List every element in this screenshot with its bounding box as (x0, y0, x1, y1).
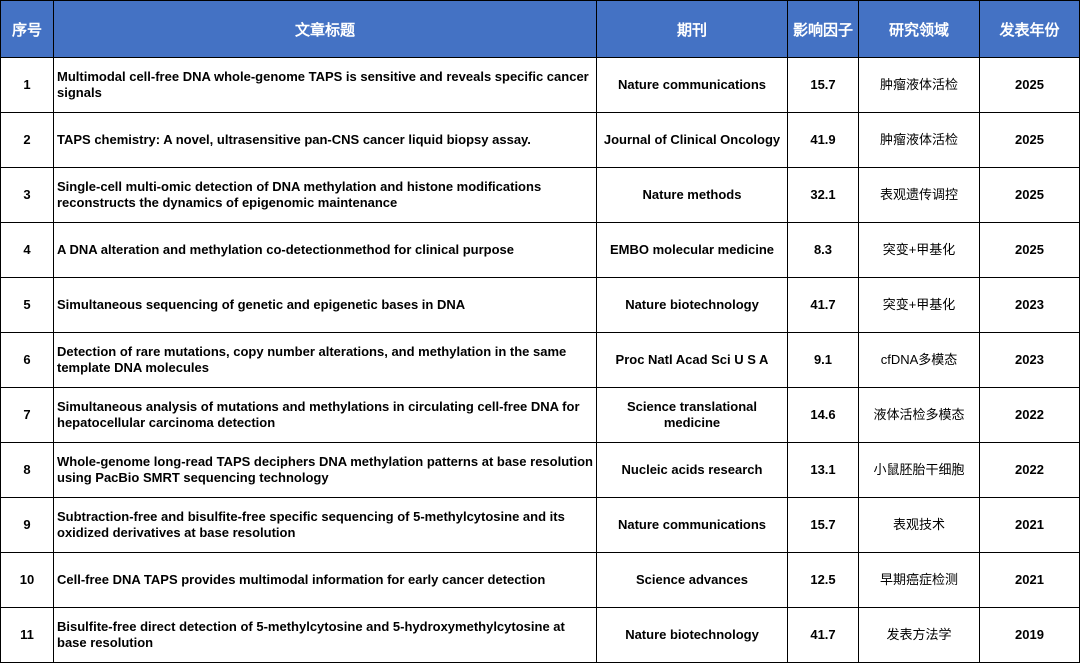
cell-journal: Science translational medicine (596, 387, 788, 443)
cell-research-field: 肿瘤液体活检 (858, 57, 980, 113)
cell-title: Bisulfite-free direct detection of 5-met… (53, 607, 597, 663)
cell-year: 2025 (979, 222, 1080, 278)
table-row: 6 Detection of rare mutations, copy numbe… (0, 332, 1080, 388)
cell-journal: Proc Natl Acad Sci U S A (596, 332, 788, 388)
cell-impact-factor: 32.1 (787, 167, 859, 223)
table-row: 10 Cell-free DNA TAPS provides multimodal… (0, 552, 1080, 608)
cell-year: 2022 (979, 442, 1080, 498)
cell-number: 3 (0, 167, 54, 223)
cell-research-field: 液体活检多模态 (858, 387, 980, 443)
cell-title: Single-cell multi-omic detection of DNA … (53, 167, 597, 223)
table-row: 8 Whole-genome long-read TAPS deciphers D… (0, 442, 1080, 498)
header-research-field: 研究领域 (858, 0, 980, 58)
header-year: 发表年份 (979, 0, 1080, 58)
cell-year: 2021 (979, 497, 1080, 553)
cell-research-field: 表观遗传调控 (858, 167, 980, 223)
cell-impact-factor: 9.1 (787, 332, 859, 388)
cell-research-field: 小鼠胚胎干细胞 (858, 442, 980, 498)
cell-number: 10 (0, 552, 54, 608)
cell-title: Simultaneous analysis of mutations and m… (53, 387, 597, 443)
cell-number: 9 (0, 497, 54, 553)
cell-impact-factor: 15.7 (787, 57, 859, 113)
cell-impact-factor: 15.7 (787, 497, 859, 553)
cell-journal: Nucleic acids research (596, 442, 788, 498)
cell-research-field: 突变+甲基化 (858, 222, 980, 278)
table-row: 3 Single-cell multi-omic detection of DNA… (0, 167, 1080, 223)
table-row: 2 TAPS chemistry: A novel, ultrasensitive… (0, 112, 1080, 168)
cell-impact-factor: 14.6 (787, 387, 859, 443)
cell-number: 8 (0, 442, 54, 498)
cell-impact-factor: 13.1 (787, 442, 859, 498)
header-title: 文章标题 (53, 0, 597, 58)
cell-journal: Nature communications (596, 57, 788, 113)
cell-year: 2022 (979, 387, 1080, 443)
cell-journal: Nature biotechnology (596, 607, 788, 663)
cell-number: 1 (0, 57, 54, 113)
cell-year: 2025 (979, 112, 1080, 168)
cell-year: 2025 (979, 57, 1080, 113)
cell-number: 5 (0, 277, 54, 333)
cell-number: 7 (0, 387, 54, 443)
table-row: 9 Subtraction-free and bisulfite-free spe… (0, 497, 1080, 553)
table-row: 11 Bisulfite-free direct detection of 5-m… (0, 607, 1080, 663)
cell-year: 2025 (979, 167, 1080, 223)
cell-title: TAPS chemistry: A novel, ultrasensitive … (53, 112, 597, 168)
cell-journal: Nature methods (596, 167, 788, 223)
cell-research-field: 发表方法学 (858, 607, 980, 663)
cell-title: Simultaneous sequencing of genetic and e… (53, 277, 597, 333)
cell-impact-factor: 8.3 (787, 222, 859, 278)
cell-research-field: 突变+甲基化 (858, 277, 980, 333)
cell-journal: Science advances (596, 552, 788, 608)
cell-year: 2019 (979, 607, 1080, 663)
cell-impact-factor: 41.7 (787, 607, 859, 663)
cell-research-field: cfDNA多模态 (858, 332, 980, 388)
cell-number: 11 (0, 607, 54, 663)
table-row: 1 Multimodal cell-free DNA whole-genome T… (0, 57, 1080, 113)
table-row: 5 Simultaneous sequencing of genetic and … (0, 277, 1080, 333)
cell-number: 2 (0, 112, 54, 168)
cell-title: Detection of rare mutations, copy number… (53, 332, 597, 388)
cell-research-field: 表观技术 (858, 497, 980, 553)
cell-impact-factor: 12.5 (787, 552, 859, 608)
cell-title: Multimodal cell-free DNA whole-genome TA… (53, 57, 597, 113)
cell-year: 2021 (979, 552, 1080, 608)
cell-journal: Journal of Clinical Oncology (596, 112, 788, 168)
header-impact-factor: 影响因子 (787, 0, 859, 58)
cell-number: 4 (0, 222, 54, 278)
cell-research-field: 肿瘤液体活检 (858, 112, 980, 168)
cell-title: Whole-genome long-read TAPS deciphers DN… (53, 442, 597, 498)
cell-journal: EMBO molecular medicine (596, 222, 788, 278)
header-number: 序号 (0, 0, 54, 58)
cell-number: 6 (0, 332, 54, 388)
cell-impact-factor: 41.7 (787, 277, 859, 333)
header-journal: 期刊 (596, 0, 788, 58)
cell-journal: Nature communications (596, 497, 788, 553)
cell-title: Subtraction-free and bisulfite-free spec… (53, 497, 597, 553)
cell-year: 2023 (979, 332, 1080, 388)
cell-research-field: 早期癌症检测 (858, 552, 980, 608)
cell-year: 2023 (979, 277, 1080, 333)
cell-title: A DNA alteration and methylation co-dete… (53, 222, 597, 278)
cell-journal: Nature biotechnology (596, 277, 788, 333)
table-row: 7 Simultaneous analysis of mutations and … (0, 387, 1080, 443)
cell-impact-factor: 41.9 (787, 112, 859, 168)
header-row: 序号 文章标题 期刊 影响因子 研究领域 发表年份 (0, 0, 1080, 58)
cell-title: Cell-free DNA TAPS provides multimodal i… (53, 552, 597, 608)
